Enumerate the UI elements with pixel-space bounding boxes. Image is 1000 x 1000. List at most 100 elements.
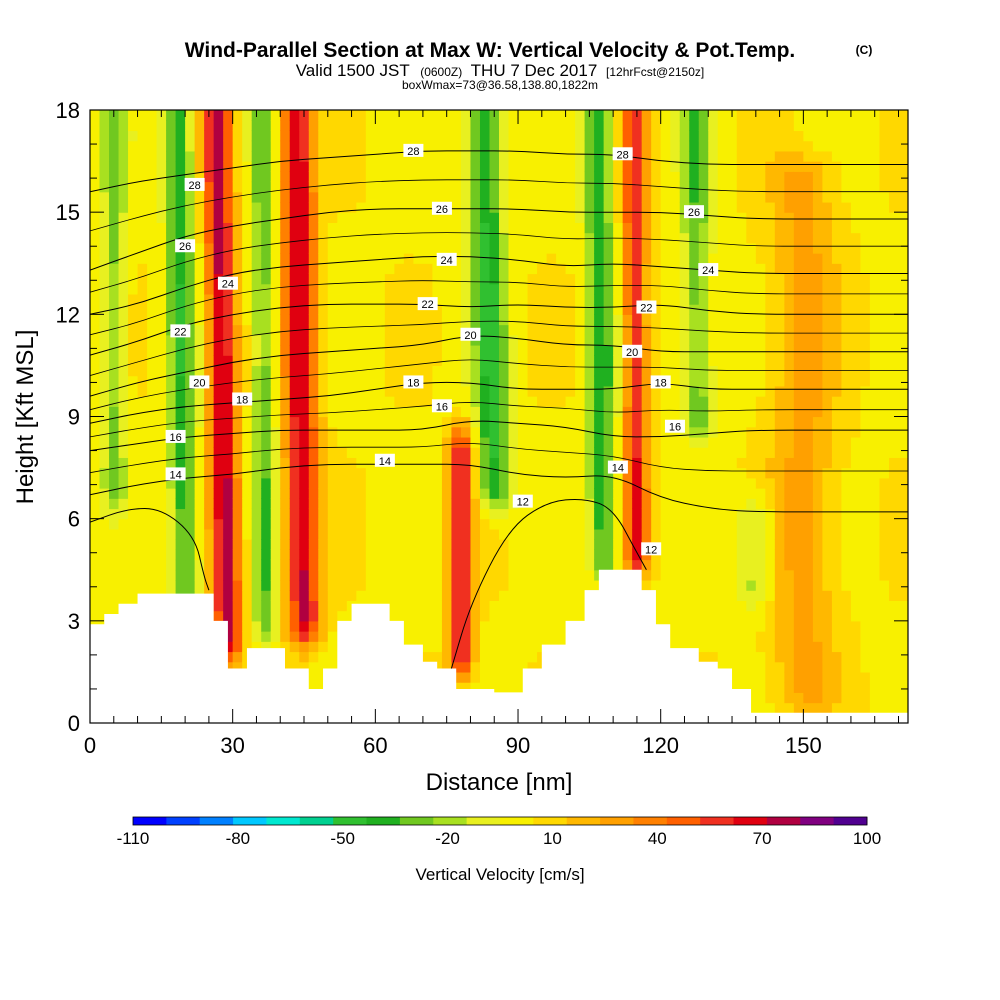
vv-cell bbox=[451, 232, 462, 244]
vv-cell bbox=[213, 242, 224, 254]
vv-cell bbox=[375, 263, 386, 275]
vv-cell bbox=[242, 436, 253, 448]
vv-cell bbox=[869, 293, 881, 305]
vv-cell bbox=[99, 171, 110, 183]
vv-cell bbox=[308, 110, 319, 121]
vv-cell bbox=[869, 569, 881, 581]
vv-cell bbox=[727, 631, 738, 642]
vv-cell bbox=[90, 447, 101, 458]
vv-cell bbox=[803, 385, 814, 397]
vv-cell bbox=[651, 600, 662, 612]
vv-cell bbox=[651, 150, 662, 162]
vv-cell bbox=[299, 191, 310, 203]
vv-cell bbox=[670, 293, 681, 305]
vv-cell bbox=[99, 304, 110, 315]
vv-cell bbox=[432, 161, 443, 172]
vv-cell bbox=[793, 477, 804, 489]
vv-cell bbox=[242, 344, 253, 356]
vv-cell bbox=[185, 130, 196, 142]
vv-cell bbox=[441, 590, 453, 601]
vv-cell bbox=[527, 477, 538, 489]
vv-cell bbox=[622, 242, 633, 254]
vv-cell bbox=[289, 600, 300, 612]
vv-cell bbox=[394, 569, 405, 581]
vv-cell bbox=[460, 191, 472, 203]
vv-cell bbox=[812, 457, 823, 469]
vv-cell bbox=[90, 518, 101, 530]
vv-cell bbox=[869, 651, 881, 663]
vv-cell bbox=[803, 702, 814, 714]
vv-cell bbox=[375, 110, 386, 121]
vv-cell bbox=[251, 528, 262, 540]
vv-cell bbox=[784, 447, 795, 458]
vv-cell bbox=[708, 539, 719, 550]
vv-cell bbox=[537, 314, 548, 326]
vv-cell bbox=[128, 436, 139, 448]
vv-cell bbox=[765, 385, 776, 397]
vv-cell bbox=[793, 436, 804, 448]
vv-cell bbox=[698, 161, 709, 172]
vv-cell bbox=[261, 161, 272, 172]
vv-cell bbox=[422, 406, 434, 418]
vv-cell bbox=[280, 375, 291, 387]
vv-cell bbox=[508, 488, 519, 499]
vv-cell bbox=[565, 579, 576, 591]
vv-cell bbox=[841, 488, 852, 499]
vv-cell bbox=[289, 304, 300, 315]
vv-cell bbox=[489, 171, 500, 183]
vv-cell bbox=[641, 120, 652, 132]
vv-cell bbox=[565, 385, 576, 397]
vv-cell bbox=[708, 171, 719, 183]
vv-cell bbox=[508, 324, 519, 336]
vv-cell bbox=[422, 539, 434, 550]
vv-cell bbox=[784, 344, 795, 356]
vv-cell bbox=[850, 355, 862, 367]
vv-cell bbox=[99, 334, 110, 346]
vv-cell bbox=[841, 528, 852, 540]
vv-cell bbox=[575, 161, 586, 172]
vv-cell bbox=[232, 579, 243, 591]
vv-cell bbox=[308, 181, 319, 193]
vv-cell bbox=[460, 314, 472, 326]
vv-cell bbox=[765, 702, 776, 714]
vv-cell bbox=[717, 498, 728, 510]
vv-cell bbox=[803, 508, 814, 520]
vv-cell bbox=[850, 253, 862, 264]
vv-cell bbox=[565, 436, 576, 448]
vv-cell bbox=[527, 610, 538, 622]
vv-cell bbox=[413, 253, 424, 264]
vv-cell bbox=[375, 355, 386, 367]
vv-cell bbox=[451, 590, 462, 601]
vv-cell bbox=[470, 549, 481, 561]
vv-cell bbox=[746, 436, 757, 448]
vv-cell bbox=[403, 549, 414, 561]
vv-cell bbox=[774, 242, 785, 254]
vv-cell bbox=[204, 488, 215, 499]
vv-cell bbox=[727, 344, 738, 356]
vv-cell bbox=[185, 150, 196, 162]
vv-cell bbox=[831, 426, 843, 438]
vv-cell bbox=[803, 620, 814, 632]
vv-cell bbox=[280, 641, 291, 653]
vv-cell bbox=[803, 396, 814, 407]
vv-cell bbox=[441, 488, 453, 499]
vv-cell bbox=[109, 528, 120, 540]
vv-cell bbox=[261, 355, 272, 367]
vv-cell bbox=[460, 212, 472, 223]
vv-cell bbox=[270, 273, 281, 285]
vv-cell bbox=[460, 273, 472, 285]
vv-cell bbox=[565, 283, 576, 295]
vv-cell bbox=[717, 171, 728, 183]
vv-cell bbox=[527, 406, 538, 418]
vv-cell bbox=[451, 651, 462, 663]
vv-cell bbox=[831, 222, 843, 234]
vv-cell bbox=[689, 406, 700, 418]
vv-cell bbox=[546, 569, 557, 581]
vv-cell bbox=[422, 610, 434, 622]
vv-cell bbox=[860, 385, 871, 397]
vv-cell bbox=[784, 242, 795, 254]
vv-cell bbox=[708, 467, 719, 479]
vv-cell bbox=[289, 212, 300, 223]
vv-cell bbox=[508, 140, 519, 152]
vv-cell bbox=[356, 375, 367, 387]
